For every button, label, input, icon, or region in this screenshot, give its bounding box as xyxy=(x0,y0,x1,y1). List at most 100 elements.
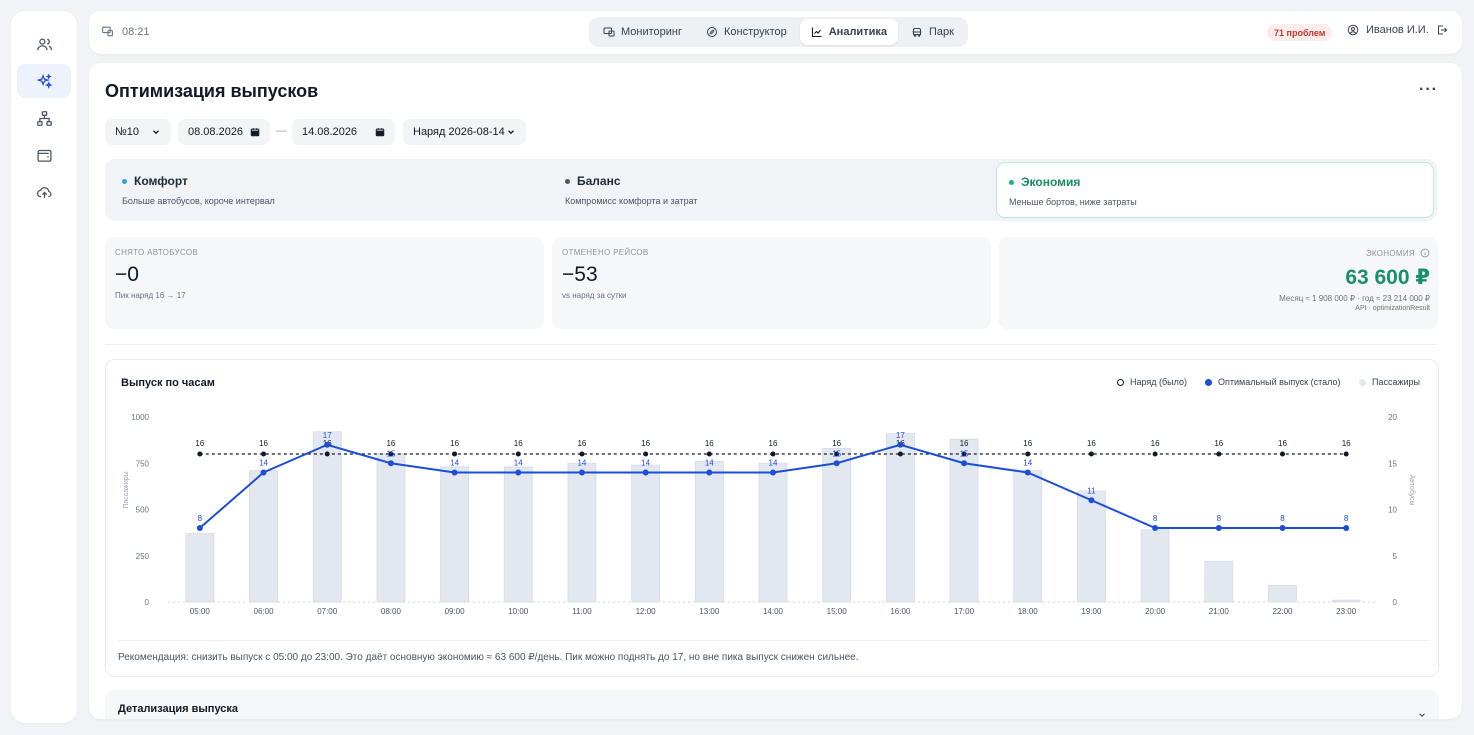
optimal-data-label: 15 xyxy=(960,449,969,458)
legend-order[interactable]: Наряд (было) xyxy=(1117,377,1187,387)
recommendation-text: Рекомендация: снизить выпуск с 05:00 до … xyxy=(118,652,859,663)
route-select[interactable]: №10 xyxy=(105,119,171,145)
current-time: 08:21 xyxy=(122,25,150,38)
y-left-tick-label: 1000 xyxy=(131,413,149,422)
y-left-tick-label: 0 xyxy=(145,598,150,607)
optimal-data-label: 17 xyxy=(896,431,905,440)
kpi-label: ОТМЕНЕНО РЕЙСОВ xyxy=(562,248,649,257)
optimal-point xyxy=(642,469,649,476)
y-right-tick-label: 0 xyxy=(1393,598,1398,607)
passenger-bar xyxy=(185,533,215,603)
chevron-down-icon xyxy=(153,130,159,135)
sidebar-item-finance[interactable] xyxy=(17,138,71,172)
mode-comfort[interactable]: Комфорт Больше автобусов, короче интерва… xyxy=(110,159,540,221)
user-menu[interactable]: Иванов И.И. xyxy=(1347,24,1448,36)
x-tick-label: 08:00 xyxy=(381,607,402,616)
passenger-bar xyxy=(758,462,788,603)
tab-constructor[interactable]: Конструктор xyxy=(695,19,798,45)
kpi-value: −53 xyxy=(562,263,598,286)
optimal-point xyxy=(451,469,458,476)
mode-dot xyxy=(1009,179,1014,185)
x-tick-label: 18:00 xyxy=(1018,607,1039,616)
date-range-separator: — xyxy=(276,125,287,137)
optimal-point xyxy=(1279,525,1286,531)
kpi-value: −0 xyxy=(115,263,139,286)
optimal-point xyxy=(387,460,394,467)
optimal-data-label: 17 xyxy=(323,431,332,440)
date-from-input[interactable]: 08.08.2026 xyxy=(178,119,270,145)
users-icon xyxy=(36,38,52,50)
order-point xyxy=(388,451,394,457)
mode-economy[interactable]: Экономия Меньше бортов, ниже затраты xyxy=(996,162,1434,218)
legend-label: Оптимальный выпуск (стало) xyxy=(1218,377,1341,387)
monitor-icon xyxy=(603,27,615,37)
mode-balance-desc: Компромисс комфорта и затрат xyxy=(565,196,698,206)
calendar-icon xyxy=(375,128,385,137)
info-icon[interactable] xyxy=(1420,248,1430,258)
order-point xyxy=(261,451,267,457)
order-point xyxy=(452,451,458,457)
logout-icon[interactable] xyxy=(1436,24,1448,36)
passenger-bar xyxy=(949,438,979,603)
order-data-label: 16 xyxy=(705,439,714,448)
clock: 08:21 xyxy=(101,25,150,38)
mode-comfort-desc: Больше автобусов, короче интервал xyxy=(122,196,275,206)
passenger-bar xyxy=(1077,490,1106,603)
order-point xyxy=(897,451,903,457)
legend-passengers[interactable]: Пассажиры xyxy=(1359,377,1420,387)
order-point xyxy=(1088,451,1094,457)
order-point xyxy=(197,451,203,457)
optimal-point xyxy=(1343,525,1350,531)
mode-dot xyxy=(565,178,570,184)
order-point xyxy=(579,451,585,457)
tab-analytics[interactable]: Аналитика xyxy=(799,19,898,45)
optimal-data-label: 14 xyxy=(769,459,778,468)
bus-icon xyxy=(912,28,922,37)
mode-balance-title: Баланс xyxy=(577,174,621,188)
sparkles-icon xyxy=(35,73,52,89)
optimal-point xyxy=(1215,525,1222,531)
x-tick-label: 16:00 xyxy=(890,607,911,616)
x-tick-label: 15:00 xyxy=(827,607,848,616)
kpi-label-row: ЭКОНОМИЯ xyxy=(1009,248,1430,258)
more-options-button[interactable]: ··· xyxy=(1419,81,1438,98)
problems-badge[interactable]: 71 проблем xyxy=(1267,24,1333,41)
detail-section[interactable]: Детализация выпуска xyxy=(105,690,1439,719)
legend-label: Пассажиры xyxy=(1372,377,1421,387)
sidebar-item-optimization[interactable] xyxy=(17,64,71,98)
y-left-tick-label: 250 xyxy=(136,552,150,561)
passenger-bar xyxy=(1013,470,1043,603)
order-value: Наряд 2026-08-14 xyxy=(413,126,505,138)
optimal-point xyxy=(196,525,203,531)
order-select[interactable]: Наряд 2026-08-14 xyxy=(403,119,526,145)
order-data-label: 16 xyxy=(769,439,778,448)
optimal-point xyxy=(1152,525,1159,531)
mode-balance[interactable]: Баланс Компромисс комфорта и затрат xyxy=(553,159,983,221)
chevron-down-icon[interactable] xyxy=(1417,710,1427,719)
tab-monitoring[interactable]: Мониторинг xyxy=(592,19,693,45)
optimal-point xyxy=(833,460,840,467)
tab-park[interactable]: Парк xyxy=(900,19,965,45)
hourly-output-chart: 0 250 500 750 1000 0 5 10 15 20 Пассажиры Автобусы 1… xyxy=(123,413,1416,616)
legend-label: Наряд (было) xyxy=(1130,377,1188,387)
tab-constructor-label: Конструктор xyxy=(724,26,787,38)
calendar-icon xyxy=(250,128,260,137)
chart-title: Выпуск по часам xyxy=(121,377,215,389)
kpi-source: API · optimizationResult xyxy=(1355,305,1430,312)
sidebar-item-users[interactable] xyxy=(17,27,71,61)
x-tick-label: 14:00 xyxy=(763,607,784,616)
optimal-point xyxy=(324,441,331,448)
sidebar-item-upload[interactable] xyxy=(17,175,71,209)
order-data-label: 16 xyxy=(1278,439,1287,448)
sidebar-item-structure[interactable] xyxy=(17,101,71,135)
compass-icon xyxy=(707,27,718,37)
optimal-point xyxy=(260,469,267,476)
passenger-bar xyxy=(376,453,406,603)
legend-optimal[interactable]: Оптимальный выпуск (стало) xyxy=(1205,377,1340,387)
order-data-label: 16 xyxy=(1087,439,1096,448)
date-to-input[interactable]: 14.08.2026 xyxy=(292,119,395,145)
y-left-axis-title: Пассажиры xyxy=(123,471,130,508)
kpi-sub: Пик наряд 16 → 17 xyxy=(115,291,186,300)
x-tick-label: 13:00 xyxy=(699,607,720,616)
optimal-point xyxy=(578,469,585,476)
